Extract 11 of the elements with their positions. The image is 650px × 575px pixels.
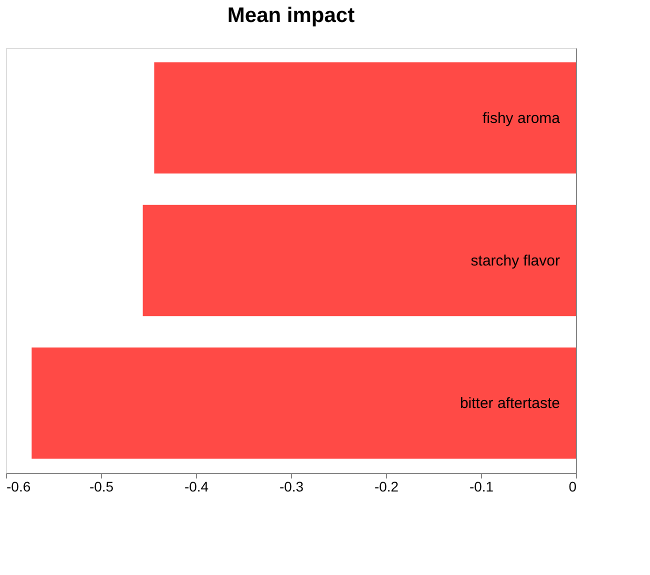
x-tick-label: -0.6: [6, 478, 31, 494]
x-tick-label: -0.1: [469, 478, 494, 494]
x-tick-label: -0.3: [279, 478, 304, 494]
chart-title: Mean impact: [227, 4, 355, 27]
x-tick-label: -0.4: [184, 478, 209, 494]
x-tick-label: -0.2: [374, 478, 399, 494]
x-tick-label: 0: [568, 478, 577, 494]
y-tick-label: bitter aftertaste: [460, 395, 560, 412]
y-tick-label: fishy aroma: [482, 110, 561, 127]
y-tick-label: starchy flavor: [470, 252, 560, 270]
x-tick-label: -0.5: [89, 478, 114, 494]
